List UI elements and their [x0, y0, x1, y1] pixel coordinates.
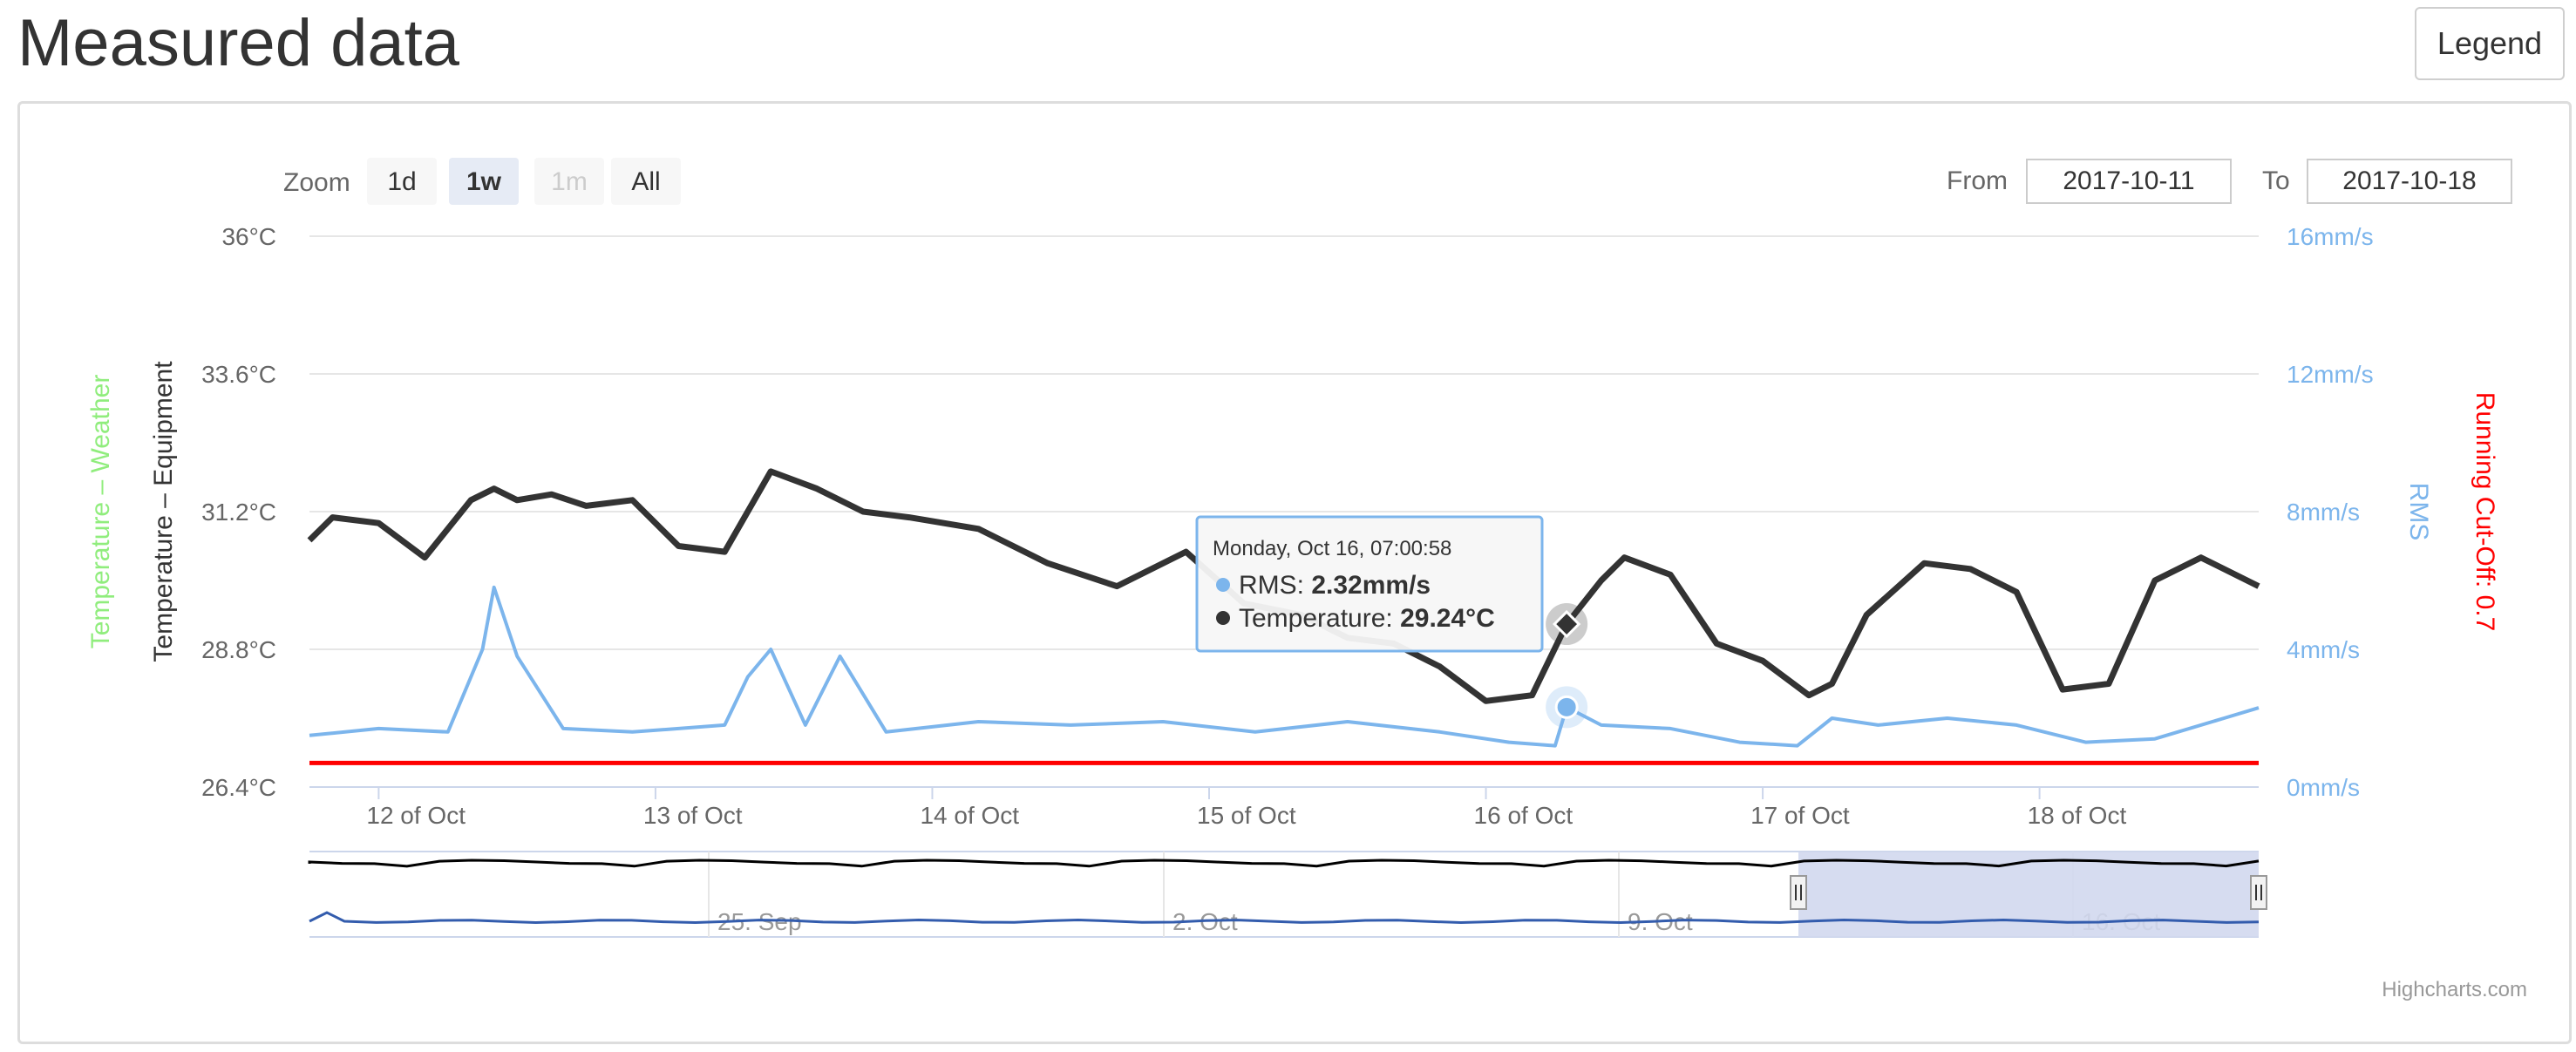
zoom-label: Zoom [283, 168, 350, 197]
rms-tick-label: 16mm/s [2287, 223, 2374, 250]
stock-chart: Zoom 1d 1w 1m All From 2017-10-11 To 2017-1… [86, 158, 2527, 1001]
zoom-button-all[interactable]: All [611, 158, 681, 205]
x-tick-label: 16 of Oct [1474, 802, 1573, 829]
x-tick-label: 15 of Oct [1197, 802, 1296, 829]
rms-axis-ticks: 0mm/s 4mm/s 8mm/s 12mm/s 16mm/s [2287, 223, 2374, 801]
tooltip-series-name: Temperature: 29.24°C [1239, 604, 1495, 633]
to-date-input[interactable] [2307, 159, 2512, 204]
rms-tick-label: 0mm/s [2287, 774, 2360, 801]
navigator-right-handle[interactable] [2250, 875, 2267, 910]
navigator-temperature-trend [308, 859, 2260, 868]
zoom-button-label: 1d [387, 167, 416, 196]
tooltip-series-name: RMS: 2.32mm/s [1239, 571, 1431, 600]
zoom-button-label: All [631, 167, 660, 196]
x-tick-label: 14 of Oct [920, 802, 1019, 829]
navigator-rms-trend [309, 911, 2260, 925]
zoom-button-bg [534, 158, 604, 205]
cutoff-axis-title: Running Cut-Off: 0.7 [2471, 392, 2499, 632]
tooltip-box [1195, 515, 1544, 653]
navigator-left-handle[interactable] [1790, 875, 1807, 910]
page-title: Measured data [17, 6, 459, 80]
x-tick-label: 18 of Oct [2028, 802, 2127, 829]
rms-tick-label: 12mm/s [2287, 361, 2374, 388]
temperature-hover-point[interactable] [1553, 609, 1581, 639]
rms-hover-point[interactable] [1554, 695, 1579, 719]
x-axis-ticks: 12 of Oct 13 of Oct 14 of Oct 15 of Oct 16 o… [366, 787, 2126, 829]
tooltip-series-dot [1216, 611, 1230, 625]
axis-titles: Temperature – Weather Temperature – Equip… [86, 361, 2499, 662]
hover-markers [1546, 603, 1588, 729]
temperature-tick-label: 36°C [221, 223, 276, 250]
range-selector: Zoom 1d 1w 1m All From 2017-10-11 To 2017-1… [283, 158, 2512, 205]
temperature-tick-label: 28.8°C [201, 636, 276, 663]
credits[interactable]: Highcharts.com [2382, 978, 2527, 1001]
x-tick-label: 12 of Oct [366, 802, 466, 829]
tooltip-series-value: 29.24°C [1400, 604, 1495, 633]
rms-series-line[interactable] [309, 585, 2260, 748]
rms-axis-title: RMS [2404, 483, 2433, 541]
from-date-input[interactable] [2026, 159, 2232, 204]
zoom-button-1d[interactable]: 1d [367, 158, 437, 205]
equipment-axis-title: Temperature – Equipment [149, 361, 178, 662]
x-tick-label: 13 of Oct [643, 802, 743, 829]
temperature-tick-label: 31.2°C [201, 499, 276, 526]
weather-axis-title: Temperature – Weather [86, 375, 115, 649]
zoom-button-bg [449, 158, 519, 205]
rms-tick-label: 4mm/s [2287, 636, 2360, 663]
handle-grip[interactable] [2250, 875, 2267, 910]
navigator-selection[interactable] [1798, 852, 2259, 937]
tooltip-series-dot [1216, 578, 1230, 592]
zoom-button-bg [367, 158, 437, 205]
temperature-tick-label: 26.4°C [201, 774, 276, 801]
legend-button[interactable]: Legend [2415, 7, 2565, 80]
zoom-button-bg [611, 158, 681, 205]
to-label: To [2262, 166, 2290, 195]
tooltip: Monday, Oct 16, 07:00:58 RMS: 2.32mm/s Tem… [1195, 515, 1544, 653]
from-date-value: 2017-10-11 [2063, 166, 2194, 195]
tooltip-header: Monday, Oct 16, 07:00:58 [1213, 537, 1451, 560]
rms-tick-label: 8mm/s [2287, 499, 2360, 526]
temperature-tick-label: 33.6°C [201, 361, 276, 388]
to-date-value: 2017-10-18 [2342, 166, 2476, 195]
zoom-button-1m: 1m [534, 158, 604, 205]
zoom-button-1w[interactable]: 1w [449, 158, 519, 205]
zoom-buttons: 1d 1w 1m All [367, 158, 681, 205]
chart-panel: Zoom 1d 1w 1m All From 2017-10-11 To 2017-1… [17, 101, 2572, 1044]
zoom-button-label: 1w [466, 167, 502, 196]
grid-lines [309, 235, 2259, 788]
tooltip-series-value: 2.32mm/s [1311, 571, 1431, 600]
handle-grip[interactable] [1790, 875, 1807, 910]
from-label: From [1947, 166, 2008, 195]
x-tick-label: 17 of Oct [1750, 802, 1850, 829]
temperature-axis-ticks: 26.4°C 28.8°C 31.2°C 33.6°C 36°C [201, 223, 276, 801]
zoom-button-label: 1m [551, 167, 588, 196]
